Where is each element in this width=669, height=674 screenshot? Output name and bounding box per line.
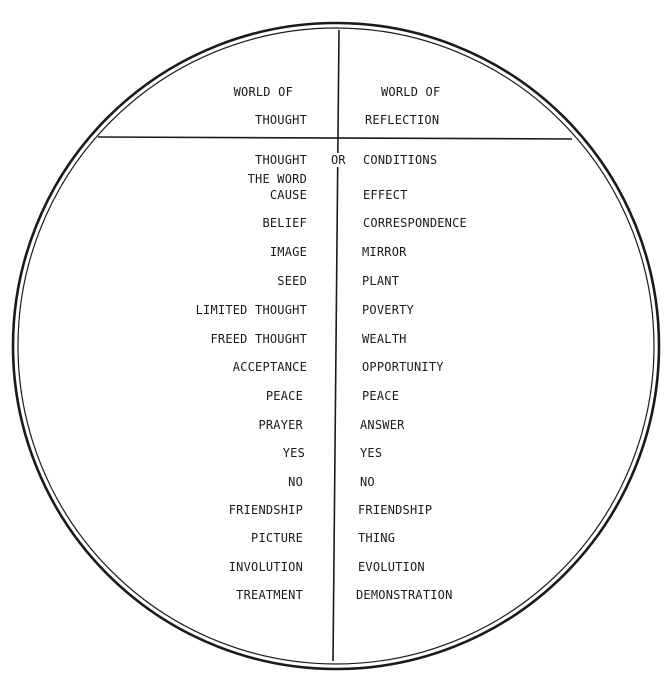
left-item: ACCEPTANCE [232, 360, 307, 374]
right-item: OPPORTUNITY [362, 360, 444, 374]
right-item: CORRESPONDENCE [363, 216, 467, 230]
left-item: BELIEF [262, 216, 307, 230]
or-label: OR [330, 153, 347, 167]
left-item: CAUSE [269, 188, 307, 202]
left-item: FRIENDSHIP [228, 503, 303, 517]
left-item: THOUGHT [255, 153, 307, 167]
right-item: DEMONSTRATION [356, 588, 453, 602]
center-divider [332, 29, 340, 662]
right-item: CONDITIONS [363, 153, 438, 167]
right-item: ANSWER [360, 418, 405, 432]
right-item: POVERTY [362, 303, 414, 317]
left-item: TREATMENT [236, 588, 303, 602]
outer-circle [11, 21, 661, 671]
right-item: FRIENDSHIP [358, 503, 433, 517]
header-left-line2: THOUGHT [255, 113, 307, 127]
left-item: THE WORD [247, 172, 307, 186]
right-item: EVOLUTION [358, 560, 425, 574]
right-item: WEALTH [362, 332, 407, 346]
right-item: THING [358, 531, 396, 545]
left-item: PICTURE [251, 531, 303, 545]
left-item: LIMITED THOUGHT [195, 303, 307, 317]
right-item: PLANT [362, 274, 400, 288]
right-item: MIRROR [362, 245, 407, 259]
left-item: INVOLUTION [228, 560, 303, 574]
right-item: PEACE [362, 389, 400, 403]
left-item: NO [288, 475, 303, 489]
left-item: SEED [277, 274, 307, 288]
inner-circle [17, 27, 655, 665]
header-right-line2: REFLECTION [365, 113, 440, 127]
left-item: YES [282, 446, 305, 460]
right-item: EFFECT [363, 188, 408, 202]
left-item: FREED THOUGHT [210, 332, 307, 346]
right-item: YES [360, 446, 383, 460]
right-item: NO [360, 475, 375, 489]
left-item: PEACE [265, 389, 303, 403]
header-divider [97, 136, 573, 140]
header-left-line1: WORLD OF [233, 85, 293, 99]
left-item: IMAGE [269, 245, 307, 259]
left-item: PRAYER [258, 418, 303, 432]
header-right-line1: WORLD OF [381, 85, 441, 99]
